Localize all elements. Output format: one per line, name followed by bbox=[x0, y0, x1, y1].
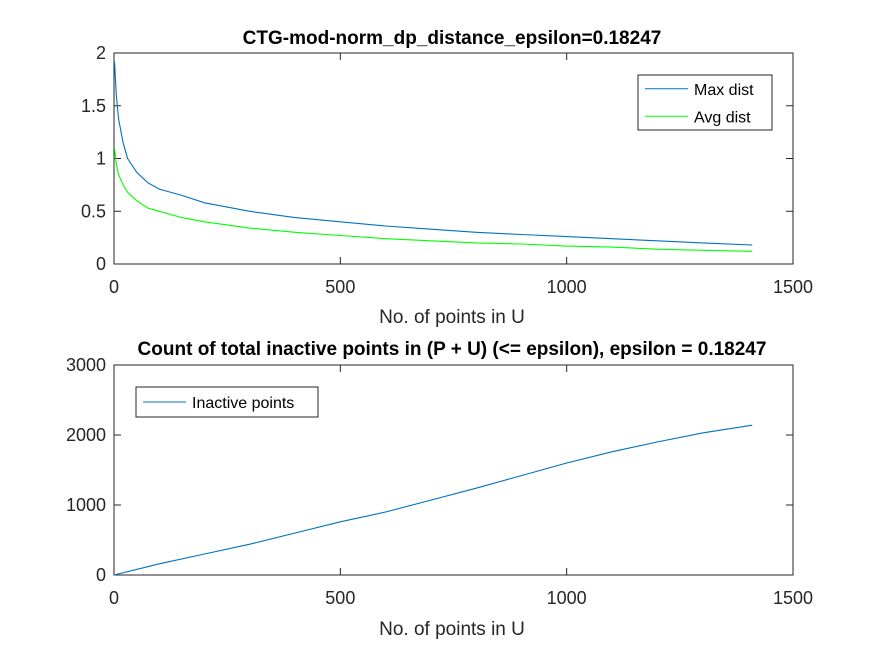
top-chart-legend-label: Avg dist bbox=[694, 109, 751, 126]
top-chart-xlabel: No. of points in U bbox=[379, 307, 525, 328]
bottom-chart-xlabel: No. of points in U bbox=[379, 619, 525, 640]
top-chart-ytick-label: 0.5 bbox=[81, 201, 106, 221]
bottom-chart-xtick-label: 1000 bbox=[547, 588, 587, 608]
top-chart-series-max-dist-line bbox=[113, 61, 753, 246]
top-chart-xtick-label: 500 bbox=[325, 277, 355, 297]
bottom-chart-series-inactive-points-line bbox=[113, 424, 753, 576]
bottom-chart: Count of total inactive points in (P + U… bbox=[66, 339, 813, 640]
top-chart-ytick-label: 1 bbox=[96, 149, 106, 169]
bottom-chart-ytick-label: 2000 bbox=[66, 425, 106, 445]
bottom-chart-ytick-label: 0 bbox=[96, 565, 106, 585]
bottom-chart-xtick-label: 0 bbox=[109, 588, 119, 608]
top-chart-ytick-label: 0 bbox=[96, 254, 106, 274]
bottom-chart-ytick-label: 3000 bbox=[66, 355, 106, 375]
top-chart-xtick-label: 1500 bbox=[773, 277, 813, 297]
top-chart-legend-box bbox=[637, 74, 773, 131]
bottom-chart-axes-box bbox=[113, 364, 794, 576]
bottom-chart-ytick-label: 1000 bbox=[66, 495, 106, 515]
top-chart-xtick-label: 1000 bbox=[547, 277, 587, 297]
top-chart-xtick-label: 0 bbox=[109, 277, 119, 297]
top-chart-series-avg-dist-line bbox=[113, 147, 753, 252]
top-chart-legend-label: Max dist bbox=[694, 82, 754, 99]
top-chart: CTG-mod-norm_dp_distance_epsilon=0.18247… bbox=[81, 28, 813, 328]
bottom-chart-xtick-label: 500 bbox=[325, 588, 355, 608]
top-chart-title: CTG-mod-norm_dp_distance_epsilon=0.18247 bbox=[243, 28, 662, 49]
top-chart-ytick-label: 1.5 bbox=[81, 96, 106, 116]
bottom-chart-xtick-label: 1500 bbox=[773, 588, 813, 608]
top-chart-ytick-label: 2 bbox=[96, 43, 106, 63]
bottom-chart-legend-label: Inactive points bbox=[192, 395, 294, 412]
bottom-chart-title: Count of total inactive points in (P + U… bbox=[138, 339, 767, 360]
